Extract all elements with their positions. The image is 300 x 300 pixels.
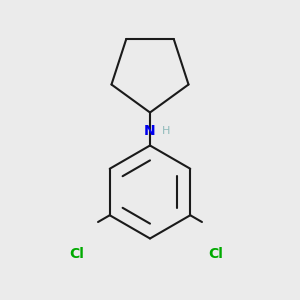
- Text: H: H: [161, 125, 170, 136]
- Text: Cl: Cl: [69, 247, 84, 260]
- Text: N: N: [144, 124, 156, 137]
- Text: Cl: Cl: [208, 247, 224, 260]
